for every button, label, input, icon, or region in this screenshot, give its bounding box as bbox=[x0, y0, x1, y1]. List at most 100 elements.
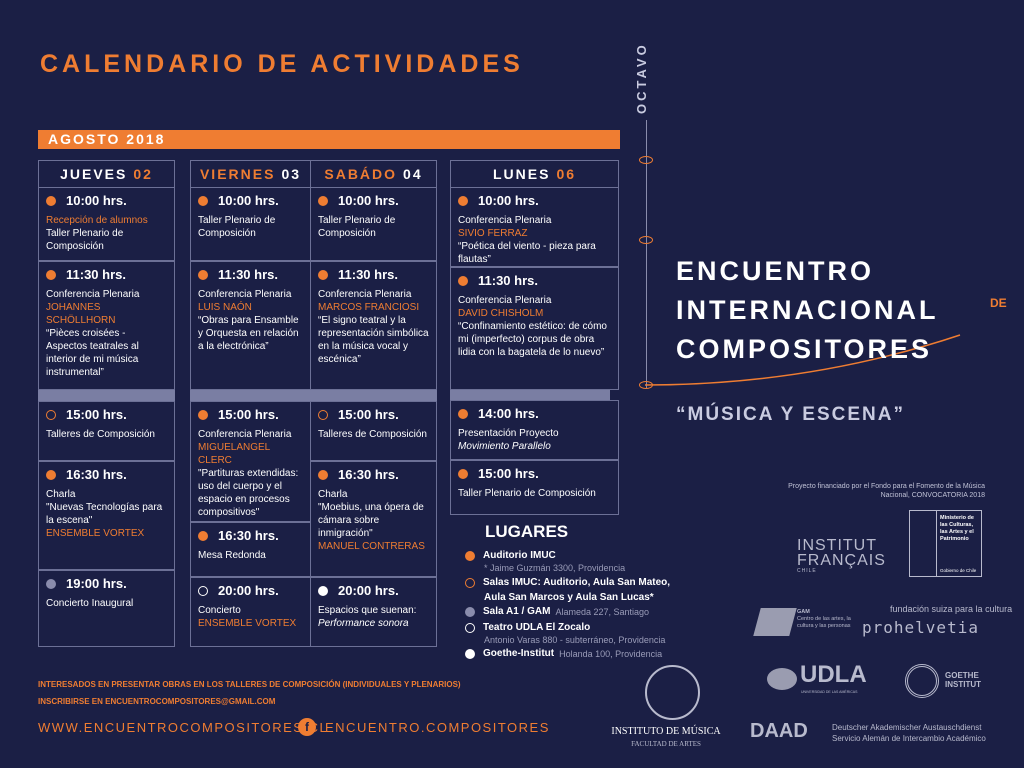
imuc-crest-logo bbox=[645, 665, 700, 720]
schedule-cell: 10:00 hrs. Taller Plenario de Composición bbox=[190, 187, 311, 261]
udla-mark-icon bbox=[767, 668, 797, 690]
facebook-link[interactable]: ENCUENTRO.COMPOSITORES bbox=[325, 720, 550, 735]
event-description: Conferencia Plenaria bbox=[46, 289, 140, 300]
venue-dot-icon bbox=[465, 551, 475, 561]
venue-item: Sala A1 / GAM Alameda 227, Santiago bbox=[465, 606, 649, 618]
venue-name: Auditorio IMUC bbox=[483, 550, 556, 561]
if-line1: INSTITUT bbox=[797, 537, 877, 554]
event-time: 11:30 hrs. bbox=[66, 267, 126, 282]
facebook-icon: f bbox=[298, 718, 316, 736]
venue-dot-icon bbox=[46, 579, 56, 589]
venue-address: Alameda 227, Santiago bbox=[555, 607, 650, 617]
schedule-cell: 19:00 hrs. Concierto Inaugural bbox=[38, 570, 175, 647]
break-band bbox=[38, 390, 175, 401]
goethe-line2: INSTITUT bbox=[945, 680, 981, 689]
event-description: Concierto Inaugural bbox=[46, 598, 134, 609]
schedule-cell: 14:00 hrs. Presentación Proyecto Movimient… bbox=[450, 400, 619, 460]
event-time: 10:00 hrs. bbox=[218, 193, 279, 208]
event-time: 20:00 hrs. bbox=[338, 583, 399, 598]
time-row: 16:30 hrs. bbox=[318, 467, 429, 483]
schedule-cell: 11:30 hrs. Conferencia Plenaria JOHANNES S… bbox=[38, 261, 175, 390]
event-description: “Poética del viento - pieza para flautas… bbox=[458, 241, 596, 265]
venue-dot-icon bbox=[46, 270, 56, 280]
day-number: 03 bbox=[281, 166, 302, 182]
venue-dot-icon bbox=[198, 196, 208, 206]
venue-address: * Jaime Guzmán 3300, Providencia bbox=[484, 563, 626, 573]
venue-dot-icon bbox=[198, 270, 208, 280]
break-band bbox=[190, 390, 437, 401]
event-description: Taller Plenario de Composición bbox=[318, 215, 396, 239]
venue-address: Aula San Marcos y Aula San Lucas* bbox=[484, 592, 654, 603]
event-title-line2: INTERNACIONAL bbox=[676, 295, 939, 325]
time-row: 16:30 hrs. bbox=[46, 467, 167, 483]
timeline-ring bbox=[639, 236, 653, 244]
timeline-line bbox=[646, 120, 647, 388]
event-time: 11:30 hrs. bbox=[478, 273, 538, 288]
venue-name: Sala A1 / GAM bbox=[483, 606, 551, 617]
event-description: "Nuevas Tecnologías para la escena" bbox=[46, 502, 163, 526]
schedule-cell: 11:30 hrs. Conferencia Plenaria MARCOS FRA… bbox=[310, 261, 437, 390]
venues-title: LUGARES bbox=[485, 522, 569, 541]
event-title-de: DE bbox=[990, 296, 1007, 310]
event-description: Conferencia Plenaria bbox=[318, 289, 412, 300]
event-description: Movimiento Parallelo bbox=[458, 441, 551, 452]
schedule-cell: 16:30 hrs. Charla "Moebius, una ópera de c… bbox=[310, 461, 437, 577]
event-time: 11:30 hrs. bbox=[338, 267, 398, 282]
venue-dot-icon bbox=[465, 607, 475, 617]
speaker-name: MARCOS FRANCIOSI bbox=[318, 302, 420, 313]
schedule-cell: 15:00 hrs. Taller Plenario de Composición bbox=[450, 460, 619, 515]
event-time: 20:00 hrs. bbox=[218, 583, 279, 598]
daad-es: Servicio Alemán de Intercambio Académico bbox=[832, 734, 986, 743]
udla-logo: UDLA bbox=[800, 661, 867, 688]
speaker-name: DAVID CHISHOLM bbox=[458, 308, 544, 319]
venue-dot-icon bbox=[198, 531, 208, 541]
venue-dot-icon bbox=[198, 586, 208, 596]
venue-dot-icon bbox=[46, 196, 56, 206]
institut-francais-logo: INSTITUT FRANÇAIS CHILE bbox=[797, 538, 886, 575]
event-time: 15:00 hrs. bbox=[338, 407, 399, 422]
event-time: 19:00 hrs. bbox=[66, 576, 127, 591]
event-description: Talleres de Composición bbox=[46, 429, 155, 440]
break-band bbox=[450, 390, 610, 401]
schedule-cell: 10:00 hrs. Conferencia Plenaria SIVIO FERR… bbox=[450, 187, 619, 267]
time-row: 11:30 hrs. bbox=[318, 267, 429, 283]
event-description: Presentación Proyecto bbox=[458, 428, 559, 439]
time-row: 19:00 hrs. bbox=[46, 576, 167, 592]
speaker-name: JOHANNES SCHÖLLHORN bbox=[46, 302, 116, 326]
ministerio-logo: Ministerio de las Culturas, las Artes y … bbox=[909, 510, 982, 577]
event-title-line3: COMPOSITORES bbox=[676, 334, 933, 364]
prohelvetia-tagline: fundación suiza para la cultura bbox=[890, 604, 1013, 614]
time-row: 15:00 hrs. bbox=[318, 407, 429, 423]
event-description: Conferencia Plenaria bbox=[458, 295, 552, 306]
speaker-name: LUIS NAÓN bbox=[198, 302, 252, 313]
event-time: 15:00 hrs. bbox=[66, 407, 127, 422]
venue-dot-icon bbox=[46, 410, 56, 420]
event-time: 10:00 hrs. bbox=[66, 193, 127, 208]
page-title: CALENDARIO DE ACTIVIDADES bbox=[40, 50, 524, 78]
time-row: 10:00 hrs. bbox=[318, 193, 429, 209]
daad-logo: DAAD bbox=[750, 720, 808, 742]
venue-address: Antonio Varas 880 - subterráneo, Provide… bbox=[484, 635, 666, 645]
day-header: SABÁDO 04 bbox=[310, 160, 437, 188]
venue-dot-icon bbox=[318, 410, 328, 420]
venue-dot-icon bbox=[318, 270, 328, 280]
footer-email[interactable]: INSCRIBIRSE EN ENCUENTROCOMPOSITORES@GMA… bbox=[38, 697, 276, 706]
goethe-logo: GOETHE INSTITUT bbox=[945, 671, 981, 689]
venue-dot-icon bbox=[318, 586, 328, 596]
day-header: JUEVES 02 bbox=[38, 160, 175, 188]
time-row: 11:30 hrs. bbox=[458, 273, 611, 289]
schedule-cell: 11:30 hrs. Conferencia Plenaria DAVID CHIS… bbox=[450, 267, 619, 390]
day-header: VIERNES 03 bbox=[190, 160, 311, 188]
website-link[interactable]: WWW.ENCUENTROCOMPOSITORES.CL bbox=[38, 720, 329, 735]
speaker-name: ENSEMBLE VORTEX bbox=[198, 618, 297, 629]
month-bar bbox=[38, 130, 620, 149]
goethe-mark-icon bbox=[905, 664, 939, 698]
orange-curve bbox=[644, 334, 961, 386]
day-number: 04 bbox=[403, 166, 423, 182]
event-title-line1: ENCUENTRO bbox=[676, 256, 875, 286]
venue-name: Salas IMUC: Auditorio, Aula San Mateo, bbox=[483, 577, 671, 588]
event-time: 15:00 hrs. bbox=[218, 407, 279, 422]
udla-name: UNIVERSIDAD DE LAS AMÉRICAS bbox=[801, 690, 858, 694]
venue-address: Holanda 100, Providencia bbox=[559, 649, 663, 659]
event-description: Espacios que suenan: bbox=[318, 605, 417, 616]
